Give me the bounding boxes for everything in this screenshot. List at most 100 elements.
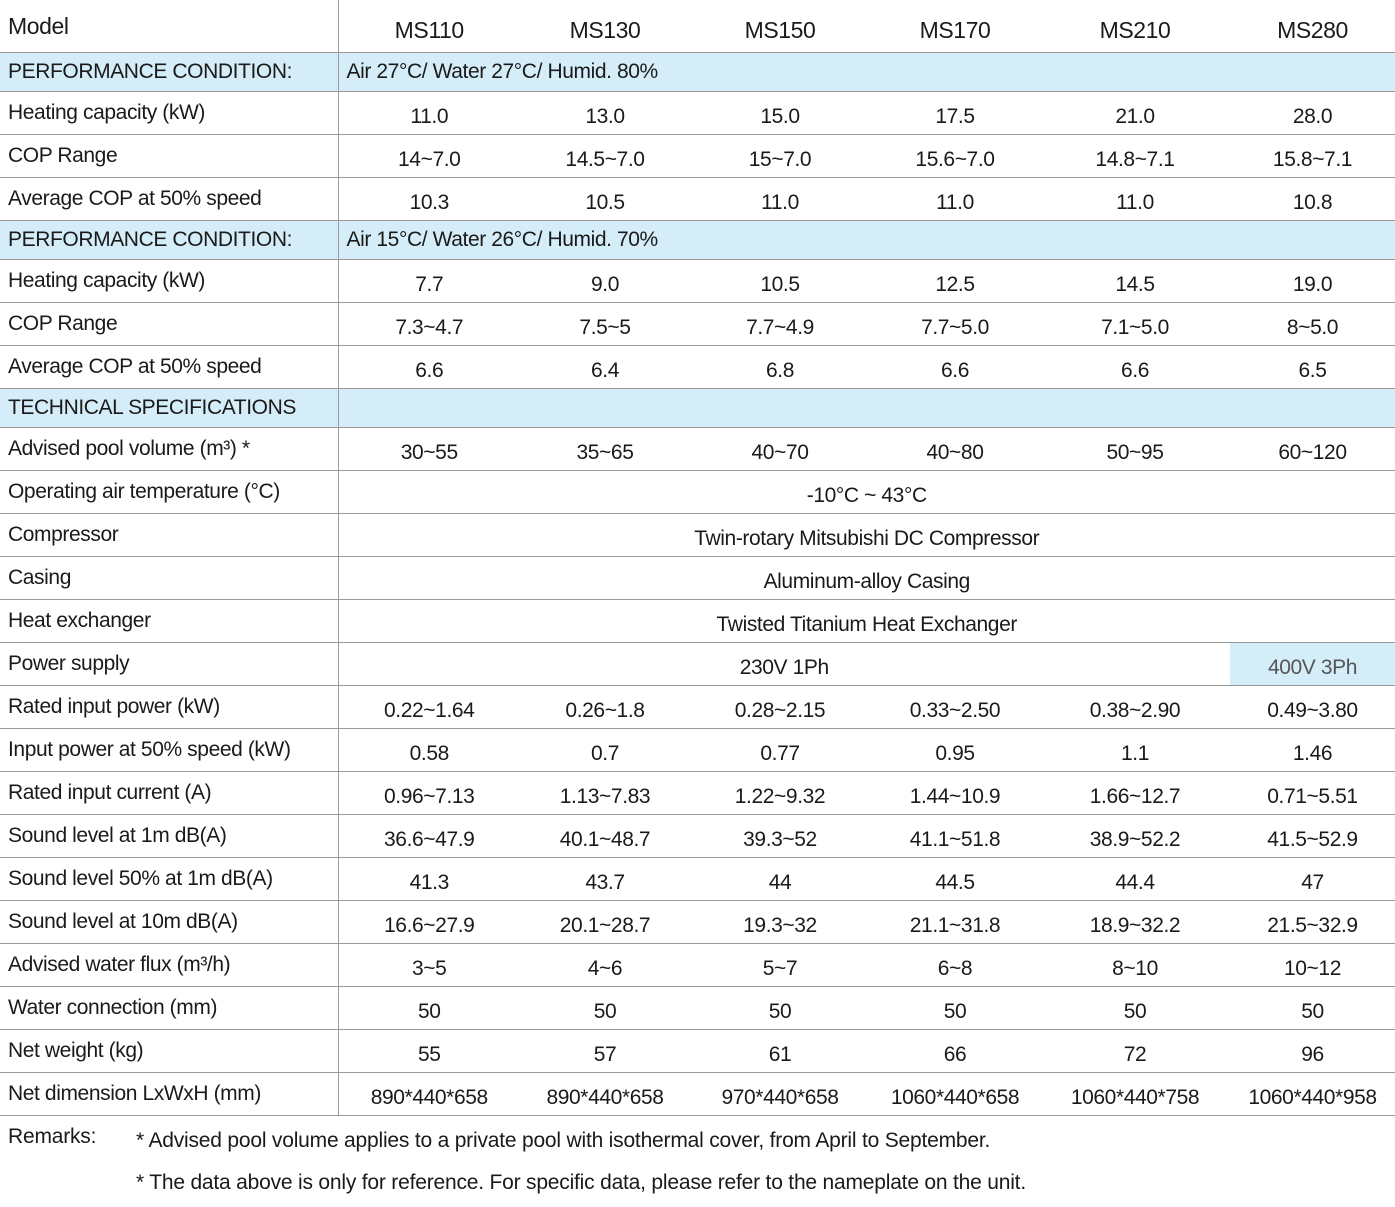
spec-value: 0.77 xyxy=(690,728,870,772)
spec-value: 8~10 xyxy=(1040,943,1230,987)
section-row: PERFORMANCE CONDITION: Air 27°C/ Water 27… xyxy=(0,52,1395,92)
spec-value: Twisted Titanium Heat Exchanger xyxy=(338,599,1395,643)
spec-label: Average COP at 50% speed xyxy=(0,345,339,389)
spec-label: Net weight (kg) xyxy=(0,1029,339,1073)
spec-value: 50 xyxy=(520,986,690,1030)
model-name: MS110 xyxy=(338,0,520,53)
spec-value: 57 xyxy=(520,1029,690,1073)
spec-value: 14.8~7.1 xyxy=(1040,134,1230,178)
spec-value: 1.46 xyxy=(1230,728,1395,772)
spec-value: 14~7.0 xyxy=(338,134,520,178)
section-row: PERFORMANCE CONDITION: Air 15°C/ Water 26… xyxy=(0,220,1395,260)
spec-value: 3~5 xyxy=(338,943,520,987)
model-name: MS170 xyxy=(870,0,1040,53)
spec-row: Heat exchanger Twisted Titanium Heat Exch… xyxy=(0,599,1395,643)
spec-value: 0.49~3.80 xyxy=(1230,685,1395,729)
spec-row: Advised water flux (m³/h) 3~5 4~6 5~7 6~8 8~1… xyxy=(0,943,1395,987)
spec-table: Model MS110 MS130 MS150 MS170 MS210 MS280 PER… xyxy=(0,0,1395,1116)
spec-label: Advised water flux (m³/h) xyxy=(0,943,339,987)
spec-label: Casing xyxy=(0,556,339,600)
spec-label: Rated input power (kW) xyxy=(0,685,339,729)
header-label: Model xyxy=(0,0,339,53)
spec-value: 15~7.0 xyxy=(690,134,870,178)
spec-value: 11.0 xyxy=(1040,177,1230,221)
spec-value: 15.6~7.0 xyxy=(870,134,1040,178)
spec-value: 21.5~32.9 xyxy=(1230,900,1395,944)
spec-value: 0.26~1.8 xyxy=(520,685,690,729)
spec-value: 0.58 xyxy=(338,728,520,772)
spec-value: 66 xyxy=(870,1029,1040,1073)
spec-value: 28.0 xyxy=(1230,91,1395,135)
spec-value: 0.96~7.13 xyxy=(338,771,520,815)
spec-value: 7.1~5.0 xyxy=(1040,302,1230,346)
model-name: MS150 xyxy=(690,0,870,53)
spec-value: 10.5 xyxy=(690,259,870,303)
spec-value: 44.4 xyxy=(1040,857,1230,901)
spec-label: Heating capacity (kW) xyxy=(0,259,339,303)
spec-label: Heat exchanger xyxy=(0,599,339,643)
spec-value-highlight: 400V 3Ph xyxy=(1230,642,1395,686)
spec-value: 44 xyxy=(690,857,870,901)
spec-row: Power supply 230V 1Ph 400V 3Ph xyxy=(0,642,1395,686)
spec-value: 13.0 xyxy=(520,91,690,135)
spec-value: 30~55 xyxy=(338,427,520,471)
section-row: TECHNICAL SPECIFICATIONS xyxy=(0,388,1395,428)
spec-value: 50 xyxy=(690,986,870,1030)
spec-value: 1.13~7.83 xyxy=(520,771,690,815)
spec-row: COP Range 14~7.0 14.5~7.0 15~7.0 15.6~7.0 14.… xyxy=(0,134,1395,178)
spec-value: 7.7~4.9 xyxy=(690,302,870,346)
spec-value: 1060*440*758 xyxy=(1040,1072,1230,1116)
spec-row: Input power at 50% speed (kW) 0.58 0.7 0.77… xyxy=(0,728,1395,772)
spec-label: COP Range xyxy=(0,134,339,178)
spec-row: Operating air temperature (°C) -10°C ~ 43… xyxy=(0,470,1395,514)
spec-label: Rated input current (A) xyxy=(0,771,339,815)
spec-value: -10°C ~ 43°C xyxy=(338,470,1395,514)
spec-label: Sound level at 1m dB(A) xyxy=(0,814,339,858)
spec-row: Heating capacity (kW) 7.7 9.0 10.5 12.5 14.5 1… xyxy=(0,259,1395,303)
spec-value: 6.6 xyxy=(870,345,1040,389)
remark-note: * The data above is only for reference. … xyxy=(136,1171,1026,1194)
table-body: Model MS110 MS130 MS150 MS170 MS210 MS280 PER… xyxy=(0,0,1395,1116)
spec-label: COP Range xyxy=(0,302,339,346)
section-title: TECHNICAL SPECIFICATIONS xyxy=(0,388,339,428)
spec-row: Average COP at 50% speed 10.3 10.5 11.0 11.0… xyxy=(0,177,1395,221)
spec-row: Water connection (mm) 50 50 50 50 50 50 xyxy=(0,986,1395,1030)
spec-value: 1060*440*658 xyxy=(870,1072,1040,1116)
spec-value: Twin-rotary Mitsubishi DC Compressor xyxy=(338,513,1395,557)
spec-row: Net dimension LxWxH (mm) 890*440*658 890*4… xyxy=(0,1072,1395,1116)
model-name: MS210 xyxy=(1040,0,1230,53)
spec-row: Sound level at 1m dB(A) 36.6~47.9 40.1~48.… xyxy=(0,814,1395,858)
spec-value: 35~65 xyxy=(520,427,690,471)
spec-value: 11.0 xyxy=(870,177,1040,221)
spec-value: 19.0 xyxy=(1230,259,1395,303)
spec-value: 21.0 xyxy=(1040,91,1230,135)
spec-value: 18.9~32.2 xyxy=(1040,900,1230,944)
spec-value: 47 xyxy=(1230,857,1395,901)
spec-value: Aluminum-alloy Casing xyxy=(338,556,1395,600)
spec-value: 96 xyxy=(1230,1029,1395,1073)
spec-value: 43.7 xyxy=(520,857,690,901)
remarks: Remarks: * Advised pool volume applies t… xyxy=(0,1116,1395,1204)
spec-row: Casing Aluminum-alloy Casing xyxy=(0,556,1395,600)
spec-value: 20.1~28.7 xyxy=(520,900,690,944)
spec-value: 40.1~48.7 xyxy=(520,814,690,858)
spec-value: 41.5~52.9 xyxy=(1230,814,1395,858)
spec-value: 38.9~52.2 xyxy=(1040,814,1230,858)
spec-value: 6~8 xyxy=(870,943,1040,987)
model-name: MS280 xyxy=(1230,0,1395,53)
spec-row: Net weight (kg) 55 57 61 66 72 96 xyxy=(0,1029,1395,1073)
spec-value: 0.71~5.51 xyxy=(1230,771,1395,815)
spec-value: 19.3~32 xyxy=(690,900,870,944)
spec-value: 61 xyxy=(690,1029,870,1073)
spec-value: 50 xyxy=(1230,986,1395,1030)
spec-value: 970*440*658 xyxy=(690,1072,870,1116)
header-row: Model MS110 MS130 MS150 MS170 MS210 MS280 xyxy=(0,0,1395,53)
spec-value: 1.44~10.9 xyxy=(870,771,1040,815)
spec-value: 50 xyxy=(870,986,1040,1030)
spec-value: 8~5.0 xyxy=(1230,302,1395,346)
spec-value: 1.66~12.7 xyxy=(1040,771,1230,815)
spec-value: 16.6~27.9 xyxy=(338,900,520,944)
spec-value: 15.8~7.1 xyxy=(1230,134,1395,178)
spec-value: 7.5~5 xyxy=(520,302,690,346)
spec-row: Advised pool volume (m³) * 30~55 35~65 40~7… xyxy=(0,427,1395,471)
